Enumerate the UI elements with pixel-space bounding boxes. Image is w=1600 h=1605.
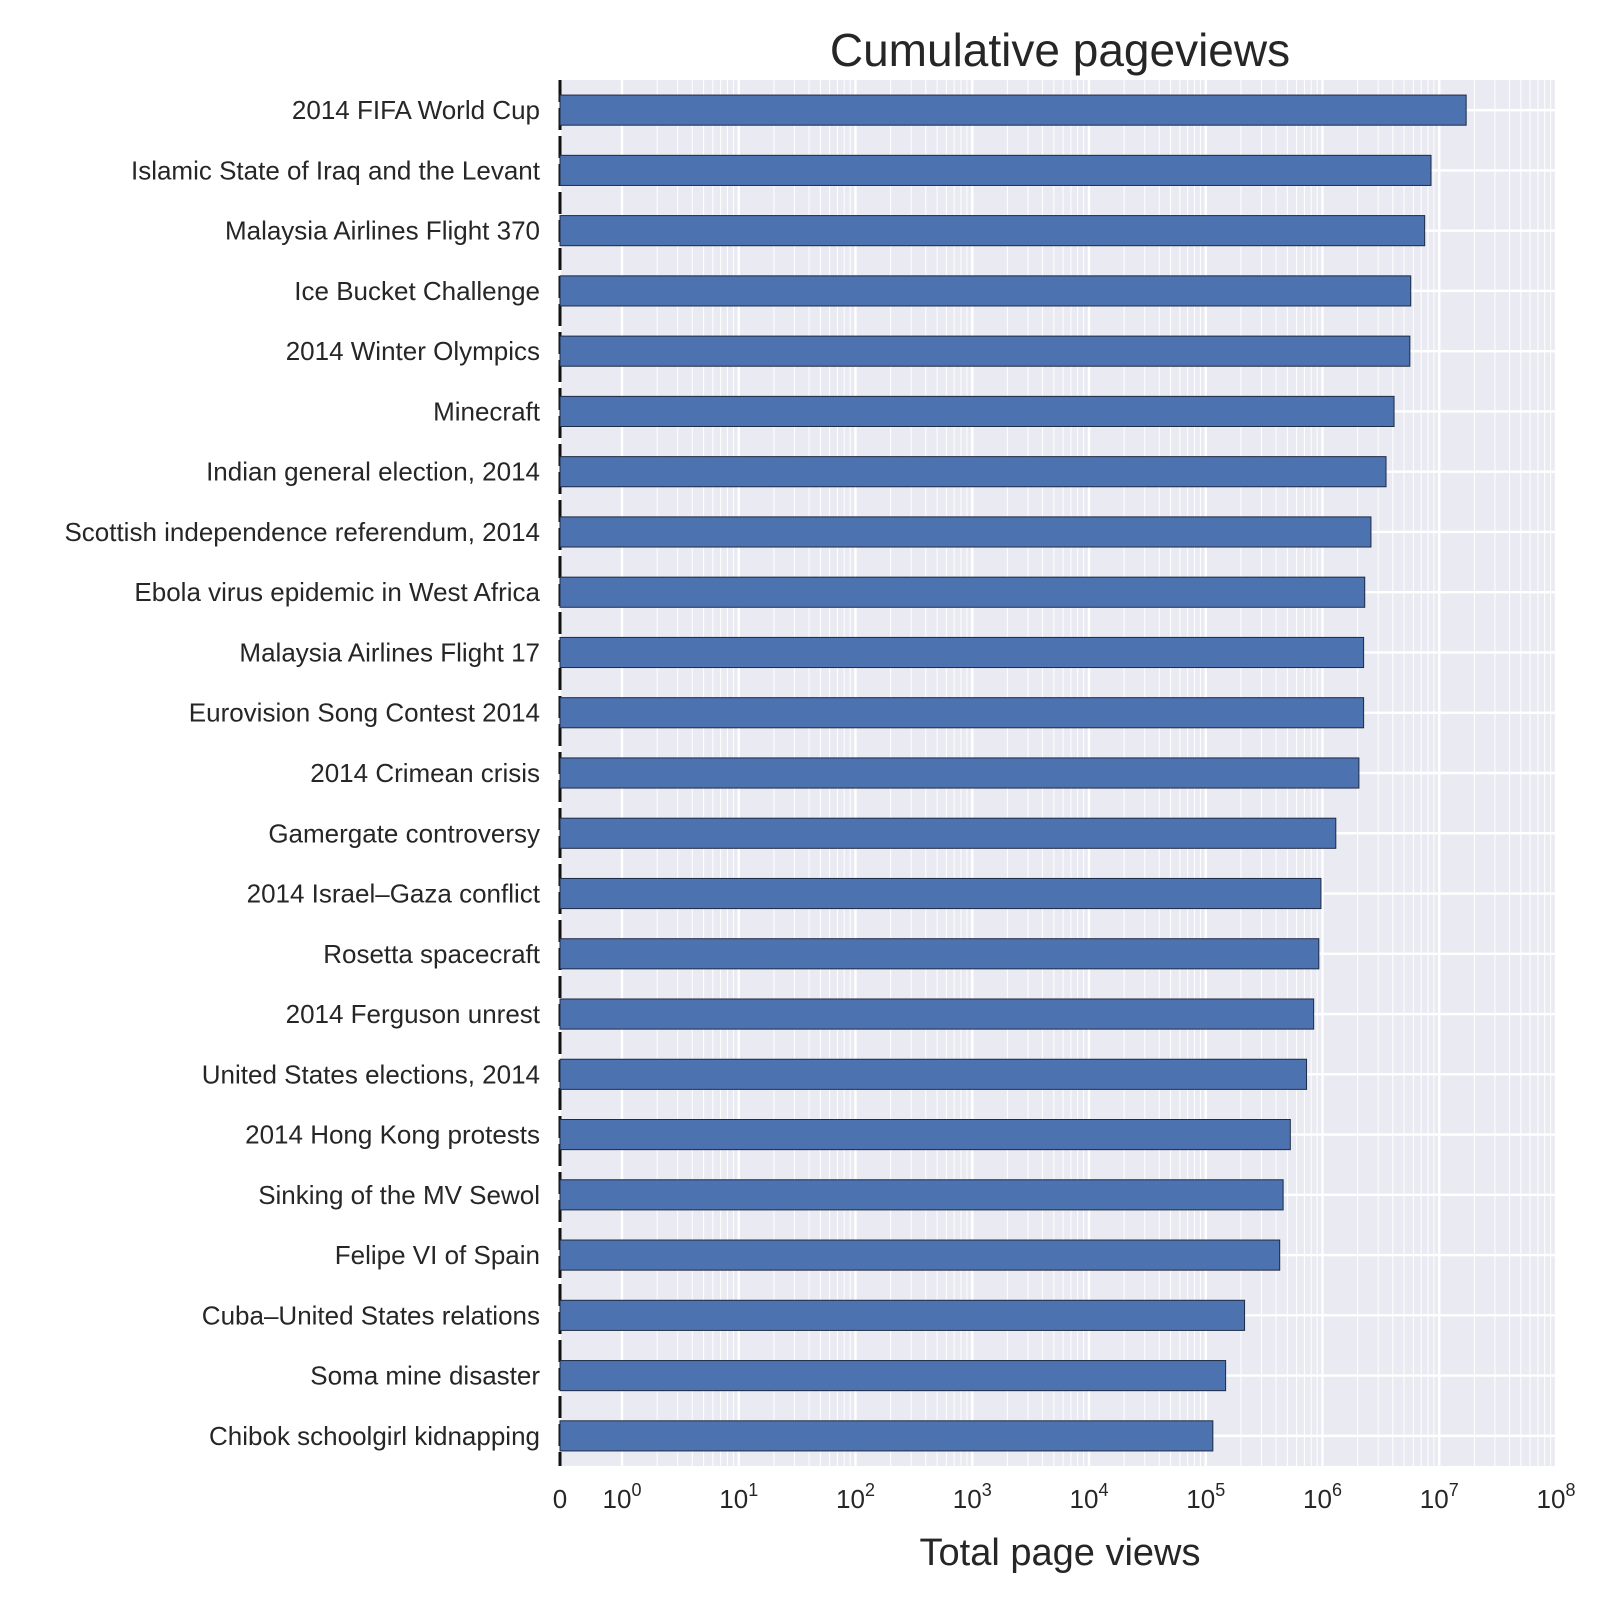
y-tick-label: Gamergate controversy [268,818,540,848]
y-tick-label: Chibok schoolgirl kidnapping [209,1421,540,1451]
bars [559,94,1467,1452]
bar [559,998,1315,1030]
y-tick-label: 2014 Hong Kong protests [245,1120,540,1150]
x-tick-label: 104 [1070,1480,1109,1514]
bar [559,938,1320,970]
y-tick-label: 2014 Israel–Gaza conflict [247,879,541,909]
bar [559,697,1365,729]
bar [559,757,1360,789]
y-tick-label: Rosetta spacecraft [323,939,541,969]
x-tick-label: 103 [953,1480,992,1514]
x-tick-label: 107 [1420,1480,1459,1514]
bar [559,456,1387,488]
y-tick-label: Ice Bucket Challenge [294,276,540,306]
x-tick-base: 10 [1303,1484,1332,1514]
x-tick-base: 10 [953,1484,982,1514]
y-tick-label: Sinking of the MV Sewol [258,1180,540,1210]
x-tick-base: 10 [603,1484,632,1514]
x-tick-base: 10 [836,1484,865,1514]
bar [559,877,1322,910]
y-tick-label: Malaysia Airlines Flight 370 [225,216,540,246]
x-tick-base: 0 [553,1484,567,1514]
y-tick-label: Soma mine disaster [310,1361,540,1391]
x-tick-labels: 0 100 101 102 103 104 105 106 107 108 [553,1480,1576,1514]
y-tick-label: Indian general election, 2014 [206,457,540,487]
bar [559,215,1426,247]
x-axis-label: Total page views [920,1532,1201,1574]
y-tick-label: United States elections, 2014 [202,1059,540,1089]
x-tick-base: 10 [719,1484,748,1514]
bar [559,275,1412,307]
bar [559,395,1395,428]
bar [559,335,1411,367]
bar [559,1058,1308,1090]
bar [559,817,1337,849]
y-tick-label: Ebola virus epidemic in West Africa [134,577,540,607]
x-tick-exponent: 4 [1098,1480,1108,1500]
y-tick-label: Islamic State of Iraq and the Levant [131,155,541,185]
bar [559,1119,1291,1151]
chart-title: Cumulative pageviews [830,24,1290,76]
y-tick-label: Scottish independence referendum, 2014 [64,517,540,547]
x-tick-label: 106 [1303,1480,1342,1514]
y-tick-label: Minecraft [433,396,541,426]
bar [559,516,1372,548]
x-tick-label: 102 [836,1480,875,1514]
bar [559,1299,1246,1331]
x-tick-base: 10 [1537,1484,1566,1514]
bar [559,154,1432,186]
bar [559,1420,1214,1452]
y-tick-label: 2014 FIFA World Cup [292,95,540,125]
y-tick-labels: 2014 FIFA World Cup Islamic State of Iraq… [64,95,540,1451]
x-tick-exponent: 0 [631,1480,641,1500]
x-tick-exponent: 2 [865,1480,875,1500]
y-tick-label: 2014 Winter Olympics [286,336,540,366]
x-tick-base: 10 [1070,1484,1099,1514]
y-tick-label: Malaysia Airlines Flight 17 [239,637,540,667]
y-tick-label: Cuba–United States relations [202,1300,540,1330]
y-tick-label: Eurovision Song Contest 2014 [189,698,540,728]
x-tick-exponent: 3 [982,1480,992,1500]
bar [559,636,1365,669]
y-tick-label: 2014 Crimean crisis [310,758,540,788]
x-tick-label: 0 [553,1484,567,1514]
bar [559,94,1467,126]
y-tick-label: Felipe VI of Spain [335,1240,540,1270]
x-tick-exponent: 5 [1215,1480,1225,1500]
bar [559,1179,1284,1211]
bar [559,1360,1227,1392]
x-tick-label: 101 [719,1480,758,1514]
bar [559,1239,1281,1271]
x-tick-label: 108 [1537,1480,1576,1514]
x-tick-base: 10 [1420,1484,1449,1514]
x-tick-exponent: 8 [1565,1480,1575,1500]
y-tick-label: 2014 Ferguson unrest [286,999,541,1029]
x-tick-exponent: 1 [748,1480,758,1500]
x-tick-label: 105 [1186,1480,1225,1514]
x-tick-exponent: 7 [1449,1480,1459,1500]
bar [559,576,1366,608]
x-tick-label: 100 [603,1480,642,1514]
x-tick-base: 10 [1186,1484,1215,1514]
x-tick-exponent: 6 [1332,1480,1342,1500]
